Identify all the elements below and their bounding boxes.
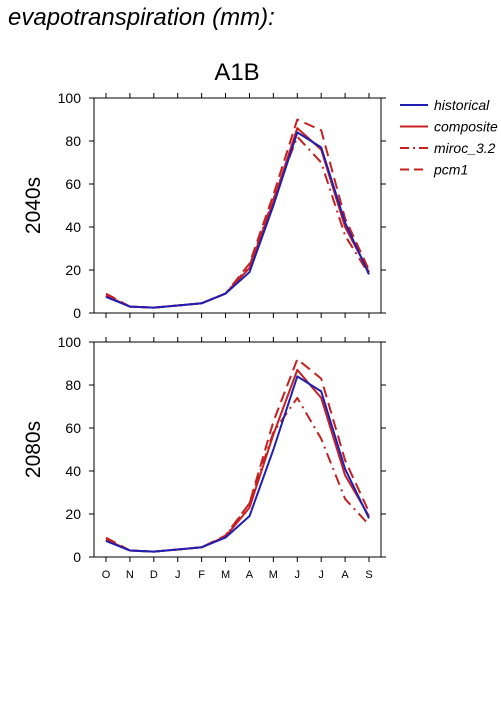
- legend-label-composite: composite: [434, 119, 498, 135]
- chart-panel-2040s: 0 20 40 60 80 100 2040s: [22, 90, 386, 321]
- y-tick-label: 80: [65, 133, 81, 149]
- y-tick-label: 0: [73, 305, 81, 321]
- x-tick-label: M: [221, 569, 230, 581]
- x-tick-label: N: [126, 569, 134, 581]
- x-tick-label: F: [198, 569, 205, 581]
- plot-frame: [93, 97, 382, 314]
- series-line-pcm1: [105, 118, 370, 309]
- x-tick-label: J: [295, 569, 301, 581]
- legend-label-pcm1: pcm1: [433, 162, 468, 178]
- series-line-historical: [105, 131, 370, 309]
- y-tick-label: 100: [58, 90, 82, 106]
- panel-label: 2080s: [22, 421, 45, 478]
- y-tick-label: 60: [65, 420, 81, 436]
- legend-label-miroc_3.2: miroc_3.2: [434, 140, 496, 156]
- x-tick-label: M: [269, 569, 278, 581]
- x-tick-label: A: [341, 569, 349, 581]
- x-tick-label: A: [246, 569, 254, 581]
- x-tick-label: J: [318, 569, 324, 581]
- chart-panels: 0 20 40 60 80 100 2040s 0 20 40 60 80 100 O N D J F M A M J J A…: [22, 90, 386, 581]
- chart-panel-2080s: 0 20 40 60 80 100 O N D J F M A M J J A S 2080s: [22, 334, 386, 581]
- panel-label: 2040s: [22, 177, 45, 234]
- figure-title: evapotranspiration (mm):: [8, 4, 275, 31]
- y-tick-label: 40: [65, 463, 81, 479]
- y-tick-label: 0: [73, 549, 81, 565]
- y-tick-label: 20: [65, 506, 81, 522]
- series-line-pcm1: [105, 358, 370, 553]
- plot-frame: [93, 341, 382, 558]
- series-line-historical: [105, 375, 370, 553]
- legend-label-historical: historical: [434, 97, 490, 113]
- x-tick-label: J: [175, 569, 181, 581]
- x-tick-label: D: [150, 569, 158, 581]
- x-tick-label: S: [365, 569, 372, 581]
- y-tick-label: 40: [65, 219, 81, 235]
- y-tick-label: 100: [58, 334, 82, 350]
- y-tick-label: 20: [65, 262, 81, 278]
- chart-legend: historical composite miroc_3.2 pcm1: [400, 97, 498, 178]
- y-tick-label: 60: [65, 176, 81, 192]
- x-tick-label: O: [102, 569, 111, 581]
- y-tick-label: 80: [65, 377, 81, 393]
- scenario-label: A1B: [214, 59, 259, 86]
